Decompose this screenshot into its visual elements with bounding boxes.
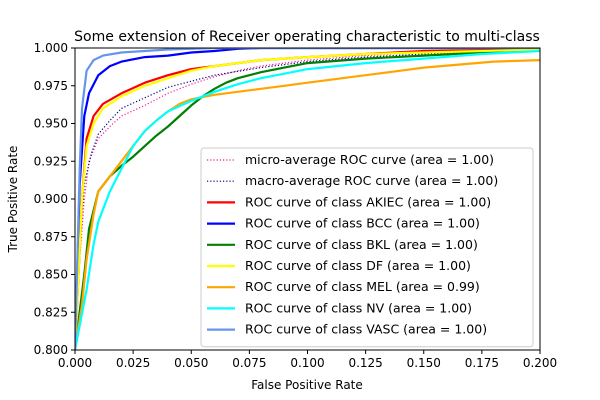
legend-label: macro-average ROC curve (area = 1.00): [245, 173, 498, 188]
roc-curve-9: [75, 48, 540, 350]
legend-label: ROC curve of class AKIEC (area = 1.00): [245, 194, 491, 209]
plot-area: 0.000 0.025 0.050 0.075 0.100 0.125 0.150 0.175…: [34, 41, 558, 370]
y-tick-label: 0.825: [34, 305, 68, 319]
legend-label: ROC curve of class NV (area = 1.00): [245, 300, 472, 315]
y-tick-label: 0.850: [34, 268, 68, 282]
legend-label: ROC curve of class MEL (area = 0.99): [245, 279, 480, 294]
legend: micro-average ROC curve (area = 1.00) mac…: [200, 147, 534, 348]
y-tick-label: 0.925: [34, 154, 68, 168]
roc-curve-4: [75, 48, 540, 350]
y-tick-label: 0.950: [34, 117, 68, 131]
legend-label: ROC curve of class DF (area = 1.00): [245, 258, 471, 273]
y-tick-label: 0.800: [34, 343, 68, 357]
roc-curve-6: [75, 48, 540, 350]
x-tick-label: 0.025: [116, 356, 150, 370]
legend-label: micro-average ROC curve (area = 1.00): [245, 152, 494, 167]
roc-curve-8: [75, 49, 540, 350]
legend-label: ROC curve of class BCC (area = 1.00): [245, 216, 480, 231]
legend-label: ROC curve of class BKL (area = 1.00): [245, 237, 478, 252]
x-tick-label: 0.100: [290, 356, 324, 370]
y-tick-label: 0.875: [34, 230, 68, 244]
legend-label: ROC curve of class VASC (area = 1.00): [245, 322, 487, 337]
y-axis-label: True Positive Rate: [6, 146, 20, 254]
y-tick-label: 1.000: [34, 41, 68, 55]
y-tick-label: 0.975: [34, 79, 68, 93]
x-tick-label: 0.050: [174, 356, 208, 370]
x-tick-label: 0.150: [407, 356, 441, 370]
x-tick-label: 0.075: [232, 356, 266, 370]
x-tick-label: 0.175: [465, 356, 499, 370]
x-tick-label: 0.125: [348, 356, 382, 370]
x-tick-label: 0.000: [58, 356, 92, 370]
x-axis-label: False Positive Rate: [251, 378, 363, 392]
legend-box: [200, 147, 534, 348]
y-tick-label: 0.900: [34, 192, 68, 206]
chart-title: Some extension of Receiver operating cha…: [74, 29, 540, 45]
x-tick-label: 0.200: [523, 356, 557, 370]
